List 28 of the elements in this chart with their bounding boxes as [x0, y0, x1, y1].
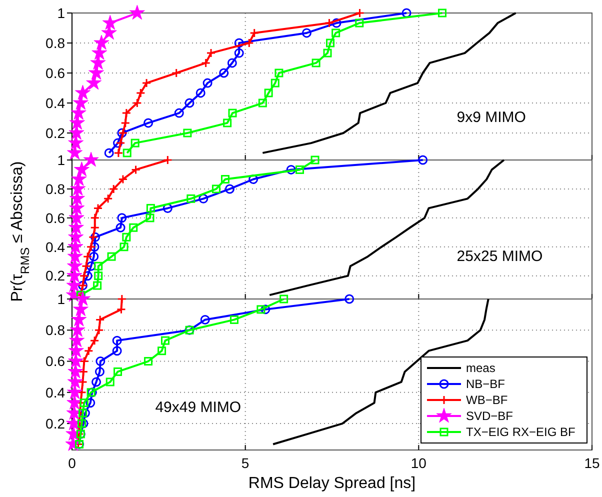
x-tick-label: 10 [410, 455, 427, 471]
y-tick-label: 1 [57, 4, 66, 21]
legend-label: SVD−BF [466, 409, 514, 424]
legend-label: TX−EIG RX−EIG BF [466, 425, 576, 440]
legend-label: meas [466, 361, 496, 376]
annotation: 9x9 MIMO [456, 109, 526, 126]
x-tick-label: 0 [68, 455, 76, 471]
y-tick-label: 0.6 [46, 210, 66, 226]
x-tick-label: 5 [241, 455, 250, 471]
x-axis-title: RMS Delay Spread [ns] [248, 475, 416, 492]
y-tick-label: 0.4 [46, 94, 66, 111]
y-tick-label: 1 [57, 152, 66, 168]
annotation: 25x25 MIMO [456, 248, 543, 265]
legend-label: NB−BF [466, 377, 506, 392]
legend-label: WB−BF [466, 393, 508, 408]
y-tick-label: 0.2 [46, 415, 66, 432]
y-tick-label: 0.8 [46, 180, 66, 197]
annotation: 49x49 MIMO [155, 399, 242, 416]
y-tick-label: 1 [57, 290, 66, 307]
y-tick-label: 0.8 [46, 322, 66, 338]
y-tick-label: 0.2 [46, 268, 66, 284]
y-tick-label: 0.2 [46, 124, 66, 141]
y-tick-label: 0.6 [46, 64, 66, 81]
y-tick-label: 0.4 [46, 384, 66, 400]
x-tick-label: 15 [584, 455, 600, 471]
y-tick-label: 0.8 [46, 34, 66, 51]
y-tick-label: 0.6 [46, 353, 66, 370]
y-tick-label: 0.4 [46, 238, 66, 255]
